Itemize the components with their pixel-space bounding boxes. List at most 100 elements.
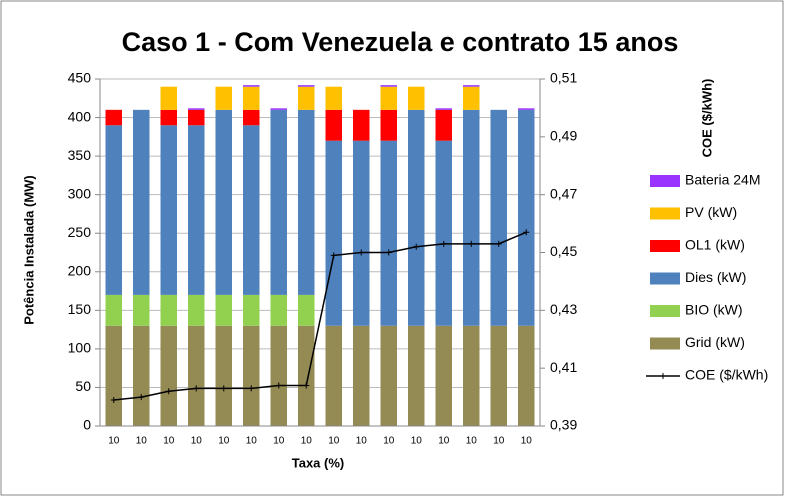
line-marker	[303, 382, 310, 389]
legend-label: OL1 (kW)	[685, 237, 745, 253]
bar-segment	[133, 325, 150, 426]
line-marker	[440, 240, 447, 247]
y-tick-label: 300	[68, 185, 92, 201]
legend-swatch	[650, 305, 680, 317]
x-axis-title: Taxa (%)	[292, 455, 345, 470]
line-marker	[248, 385, 255, 392]
line-marker	[110, 396, 117, 403]
bar-segment	[298, 109, 315, 295]
bar-segment	[353, 140, 370, 326]
bar-segment	[105, 325, 122, 426]
x-tick-label: 10	[328, 436, 340, 447]
line-marker	[138, 394, 145, 401]
bar-segment	[490, 109, 507, 326]
bar-segment	[298, 294, 315, 326]
legend-label: Bateria 24M	[685, 172, 760, 188]
x-tick-label: 10	[273, 436, 285, 447]
bar-segment	[353, 325, 370, 426]
line-marker	[358, 249, 365, 256]
legend-label: Dies (kW)	[685, 269, 746, 285]
line-series	[113, 231, 527, 401]
x-tick-label: 10	[163, 436, 175, 447]
bar-segment	[188, 294, 205, 326]
bar-segment	[188, 109, 205, 126]
bar-segment	[463, 85, 480, 87]
bar-segment	[435, 109, 452, 141]
legend-label: PV (kW)	[685, 204, 737, 220]
bar-segment	[463, 86, 480, 110]
bar-segment	[518, 109, 535, 326]
bar-segment	[408, 86, 425, 110]
x-tick-label: 10	[438, 436, 450, 447]
legend-swatch	[650, 337, 680, 350]
bar-segment	[298, 85, 315, 87]
bar-segment	[160, 325, 177, 426]
y-tick-label: 450	[68, 70, 92, 86]
y2-axis-title: COE ($/kWh)	[699, 79, 714, 158]
bar-segment	[243, 294, 260, 326]
line-marker	[468, 240, 475, 247]
x-tick-label: 10	[108, 436, 120, 447]
y2-tick-label: 0,39	[550, 417, 577, 433]
bar-segment	[408, 325, 425, 426]
bar-segment	[325, 109, 342, 141]
bar-segment	[380, 140, 397, 326]
line-marker	[523, 229, 530, 236]
bar-segment	[353, 109, 370, 141]
legend-swatch	[650, 240, 680, 252]
legend-label: COE ($/kWh)	[685, 367, 768, 383]
y2-tick-label: 0,47	[550, 185, 577, 201]
bar-segment	[435, 108, 452, 110]
line-marker	[165, 388, 172, 395]
x-tick-label: 10	[246, 436, 258, 447]
bar-segment	[435, 325, 452, 426]
x-tick-label: 10	[136, 436, 148, 447]
x-tick-label: 10	[411, 436, 423, 447]
bar-segment	[160, 294, 177, 326]
bar-segment	[105, 125, 122, 295]
x-tick-label: 10	[218, 436, 230, 447]
bar-segment	[518, 325, 535, 426]
bar-segment	[270, 325, 287, 426]
y-tick-label: 250	[68, 224, 92, 240]
bar-segment	[133, 294, 150, 326]
bar-segment	[518, 108, 535, 110]
line-marker	[413, 243, 420, 250]
bar-segment	[298, 86, 315, 110]
bar-segment	[380, 86, 397, 110]
line-marker	[275, 382, 282, 389]
y-axis-title: Potência Instalada (MW)	[21, 175, 36, 325]
y2-tick-label: 0,49	[550, 128, 577, 144]
x-tick-label: 10	[383, 436, 395, 447]
legend-label: BIO (kW)	[685, 302, 743, 318]
x-tick-label: 10	[301, 436, 313, 447]
x-tick-label: 10	[466, 436, 478, 447]
y2-tick-label: 0,41	[550, 359, 577, 375]
legend-swatch	[650, 207, 680, 220]
bar-segment	[243, 109, 260, 126]
line-marker	[193, 385, 200, 392]
y2-tick-label: 0,45	[550, 243, 577, 259]
line-marker	[385, 249, 392, 256]
bar-segment	[215, 86, 232, 110]
y-tick-label: 50	[75, 378, 91, 394]
bar-segment	[243, 325, 260, 426]
line-marker	[495, 240, 502, 247]
bar-segment	[160, 125, 177, 295]
bar-segment	[380, 325, 397, 426]
bar-segment	[435, 140, 452, 326]
y-tick-label: 200	[68, 262, 92, 278]
x-tick-label: 10	[191, 436, 203, 447]
bar-segment	[408, 109, 425, 326]
y-tick-label: 350	[68, 147, 92, 163]
bar-segment	[325, 86, 342, 110]
y2-tick-label: 0,51	[550, 70, 577, 86]
y-tick-label: 400	[68, 108, 92, 124]
bar-segment	[463, 325, 480, 426]
bar-segment	[188, 125, 205, 295]
bar-segment	[325, 325, 342, 426]
bar-segment	[243, 86, 260, 110]
y-tick-label: 100	[68, 340, 92, 356]
bar-segment	[270, 294, 287, 326]
